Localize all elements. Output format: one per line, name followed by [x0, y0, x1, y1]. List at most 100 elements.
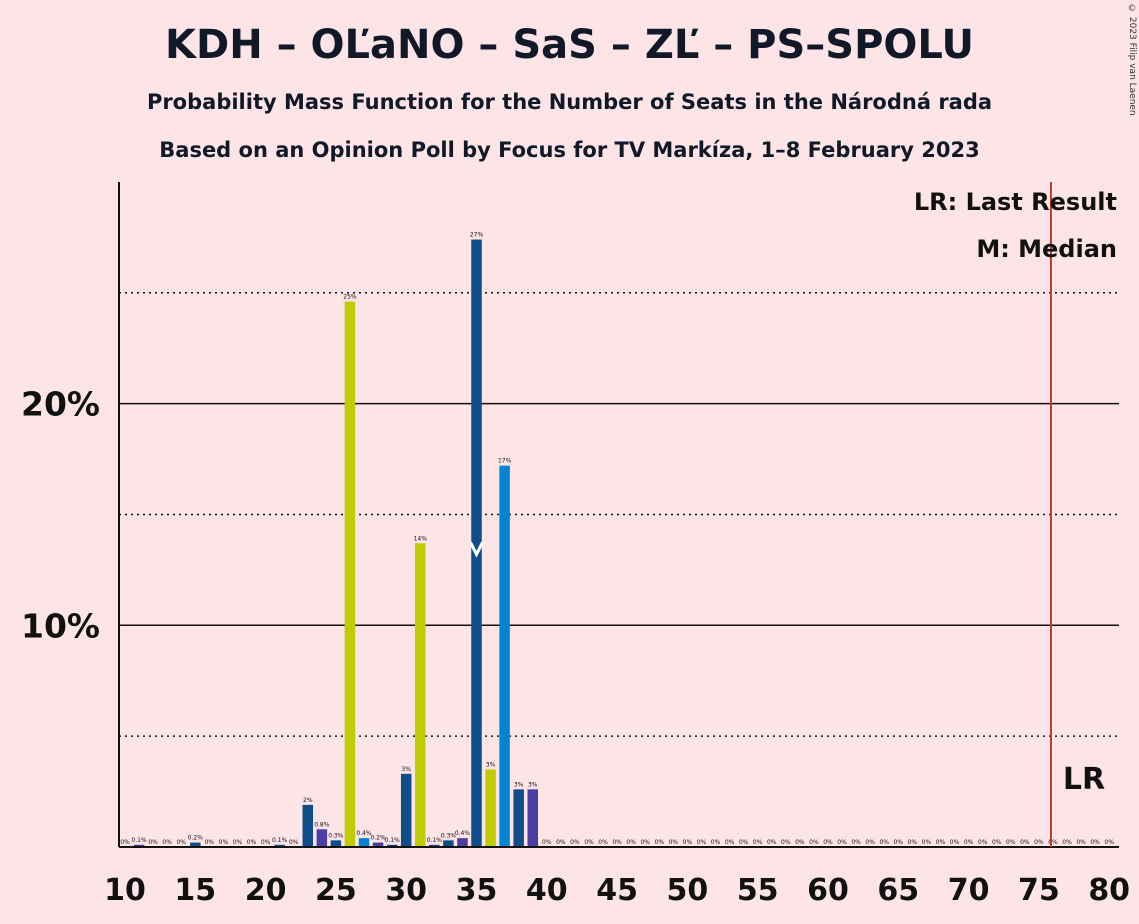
bar-label-seats-71: 0% — [978, 839, 988, 846]
marker-layer: LR LR: Last Result M: Median — [469, 182, 1117, 847]
x-tick-label: 25 — [315, 873, 357, 908]
chart-title: KDH – OĽaNO – SaS – ZĽ – PS–SPOLU — [165, 22, 974, 68]
bar-label-seats-56: 0% — [767, 839, 777, 846]
bar-label-seats-37: 17% — [498, 458, 512, 465]
x-tick-label: 75 — [1018, 873, 1060, 908]
bar-label-seats-12: 0% — [148, 839, 158, 846]
bar-label-seats-26: 25% — [343, 294, 357, 301]
bar-label-seats-33: 0.3% — [441, 832, 457, 839]
bar-label-seats-42: 0% — [570, 839, 580, 846]
bar-label-seats-36: 3% — [486, 761, 496, 768]
copyright-notice: © 2023 Filip van Laenen — [1127, 4, 1137, 116]
bar-label-seats-19: 0% — [247, 839, 257, 846]
x-tick-label: 10 — [104, 873, 146, 908]
bar-label-seats-39: 3% — [528, 781, 538, 788]
x-tick-label: 50 — [667, 873, 709, 908]
y-tick-label: 20% — [21, 385, 100, 424]
grid-layer — [119, 292, 1119, 737]
chart-source-line: Based on an Opinion Poll by Focus for TV… — [159, 138, 980, 162]
bar-seats-23 — [302, 804, 314, 847]
bar-label-seats-35: 27% — [470, 232, 484, 239]
bar-label-seats-54: 0% — [739, 839, 749, 846]
bar-seats-36 — [485, 769, 496, 847]
bar-label-seats-75: 0% — [1034, 839, 1044, 846]
y-tick-label: 10% — [21, 606, 100, 645]
x-tick-label: 55 — [737, 873, 779, 908]
x-tick-label: 30 — [385, 873, 427, 908]
bar-label-seats-73: 0% — [1006, 839, 1016, 846]
bar-label-seats-49: 0% — [669, 839, 679, 846]
bar-label-seats-17: 0% — [219, 839, 229, 846]
bar-seats-11 — [133, 844, 145, 847]
x-tick-label: 65 — [877, 873, 919, 908]
bar-label-seats-52: 0% — [711, 839, 721, 846]
bar-label-seats-68: 0% — [936, 839, 946, 846]
bar-seats-21 — [274, 844, 285, 847]
bar-label-seats-53: 0% — [725, 839, 735, 846]
x-tick-label: 70 — [948, 873, 990, 908]
bar-seats-27 — [358, 838, 370, 847]
bar-label-seats-51: 0% — [697, 839, 707, 846]
bar-label-seats-67: 0% — [922, 839, 932, 846]
bar-label-seats-45: 0% — [612, 839, 622, 846]
bar-label-seats-23: 2% — [303, 797, 313, 804]
bar-label-seats-32: 0.1% — [427, 837, 443, 844]
bar-label-seats-72: 0% — [992, 839, 1002, 846]
chart-subtitle: Probability Mass Function for the Number… — [146, 90, 993, 114]
legend-last-result: LR: Last Result — [914, 188, 1117, 216]
x-tick-label: 80 — [1088, 873, 1130, 908]
bar-seats-31 — [415, 543, 426, 847]
median-marker — [469, 541, 484, 558]
x-tick-label: 40 — [526, 873, 568, 908]
bar-label-seats-29: 0.1% — [385, 837, 401, 844]
bar-label-seats-63: 0% — [865, 839, 875, 846]
bar-label-seats-27: 0.4% — [356, 830, 372, 837]
bar-seats-35 — [471, 239, 482, 848]
bar-label-seats-50: 0% — [683, 839, 693, 846]
bar-label-seats-61: 0% — [837, 839, 847, 846]
x-tick-label: 20 — [245, 873, 287, 908]
bar-label-seats-40: 0% — [542, 839, 552, 846]
bar-label-seats-13: 0% — [162, 839, 172, 846]
bar-label-seats-38: 3% — [514, 781, 524, 788]
bar-label-seats-15: 0.2% — [188, 835, 204, 842]
bar-label-seats-79: 0% — [1090, 839, 1100, 846]
bar-label-seats-74: 0% — [1020, 839, 1030, 846]
bar-label-layer: 0% 0.1% 0% 0% 0%0.2%0% 0% 0% 0% 0% 0.1% 0%2%0.8%0.… — [120, 232, 1114, 846]
bar-label-seats-16: 0% — [205, 839, 215, 846]
bar-label-seats-11: 0.1% — [131, 837, 147, 844]
axis-layer: 10% 20% 10 15 20 25 30 35 40 45 50 55 60 65 70 75 80 — [21, 182, 1130, 908]
bar-label-seats-66: 0% — [908, 839, 918, 846]
bar-seats-26 — [344, 301, 356, 847]
x-tick-label: 60 — [807, 873, 849, 908]
bar-label-seats-60: 0% — [823, 839, 833, 846]
x-tick-label: 15 — [174, 873, 216, 908]
bar-seats-29 — [386, 844, 398, 847]
bar-label-seats-28: 0.2% — [370, 835, 386, 842]
bar-label-seats-62: 0% — [851, 839, 861, 846]
bar-label-seats-55: 0% — [753, 839, 763, 846]
x-tick-label: 45 — [596, 873, 638, 908]
bar-label-seats-80: 0% — [1104, 839, 1114, 846]
bar-label-seats-65: 0% — [894, 839, 904, 846]
x-tick-label: 35 — [456, 873, 498, 908]
bar-label-seats-64: 0% — [879, 839, 889, 846]
bar-seats-37 — [499, 465, 510, 847]
bar-label-seats-25: 0.3% — [328, 832, 344, 839]
bar-label-seats-30: 3% — [401, 766, 411, 773]
bar-label-seats-41: 0% — [556, 839, 566, 846]
bar-seats-15 — [190, 842, 201, 847]
bar-label-seats-70: 0% — [964, 839, 974, 846]
bar-label-seats-34: 0.4% — [455, 830, 471, 837]
bar-label-seats-59: 0% — [809, 839, 819, 846]
bar-seats-33 — [443, 840, 454, 847]
bar-seats-39 — [527, 789, 538, 847]
bar-label-seats-22: 0% — [289, 839, 299, 846]
bar-label-seats-78: 0% — [1076, 839, 1086, 846]
bar-label-seats-24: 0.8% — [314, 821, 330, 828]
bar-label-seats-31: 14% — [414, 535, 428, 542]
bar-label-seats-76: 0% — [1048, 839, 1058, 846]
bar-label-seats-18: 0% — [233, 839, 243, 846]
bar-label-seats-20: 0% — [261, 839, 271, 846]
